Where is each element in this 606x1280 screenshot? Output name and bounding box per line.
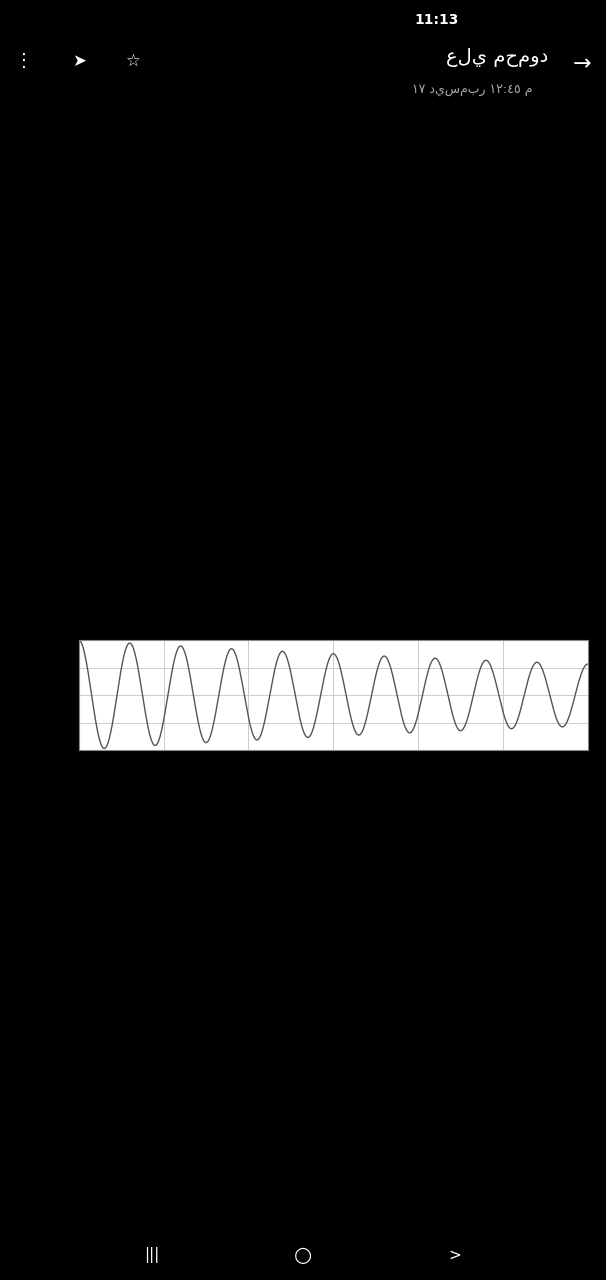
Text: →: → — [573, 55, 591, 74]
Text: علي محمود: علي محمود — [446, 47, 548, 67]
Text: ust because the amplitude decreases 25% every five cycles does NOT mean that it: ust because the amplitude decreases 25% … — [3, 380, 536, 393]
Text: ١٧ ديسمبر ١٢:٤٥ م: ١٧ ديسمبر ١٢:٤٥ م — [413, 82, 533, 96]
Text: ○: ○ — [294, 1245, 312, 1265]
Text: 5% every cycle.: 5% every cycle. — [3, 396, 104, 410]
Text: tude of vibration decreases by 25% every five cycles of motion.  Determine the: tude of vibration decreases by 25% every… — [3, 348, 512, 361]
Text: ⋮: ⋮ — [15, 52, 33, 70]
Text: The free vibration response of a SDOF spring-mass-damper system is shown below: The free vibration response of a SDOF sp… — [3, 332, 536, 346]
Text: 11:13: 11:13 — [414, 13, 459, 27]
Text: >: > — [448, 1248, 461, 1262]
Text: |||: ||| — [144, 1247, 159, 1263]
Text: ☆: ☆ — [126, 52, 141, 70]
X-axis label: time (sec): time (sec) — [302, 776, 365, 788]
Text: ➤: ➤ — [72, 52, 85, 70]
Y-axis label: x(t) (in): x(t) (in) — [24, 672, 36, 718]
Text: atio and damping coefficient of the system if k = 20 lb/in and m = 10 lb.: atio and damping coefficient of the syst… — [3, 364, 468, 378]
Text: Note that $\frac{x_1}{x_N} = \left(\frac{x_1}{x_2}\right)\left(\frac{x_2}{x_3}\r: Note that $\frac{x_1}{x_N} = \left(\frac… — [3, 413, 203, 435]
